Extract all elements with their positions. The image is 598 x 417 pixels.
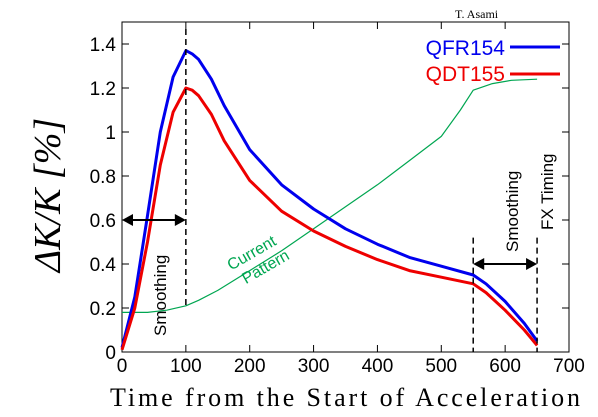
x-axis-title: Time from the Start of Acceleration <box>110 383 580 412</box>
y-tick-label: 1.2 <box>90 79 116 100</box>
x-tick-label: 500 <box>425 356 457 377</box>
current-pattern-label: Current Pattern <box>225 233 293 288</box>
series-line-qfr154 <box>120 49 539 348</box>
author-label: T. Asami <box>455 7 499 21</box>
y-tick-label: 0.2 <box>90 299 116 320</box>
y-tick-label: 0.6 <box>90 211 116 232</box>
legend-label-qfr154: QFR154 <box>426 37 506 60</box>
series-group <box>120 49 539 351</box>
x-tick-label: 100 <box>170 356 202 377</box>
y-tick-label: 1.4 <box>90 35 117 56</box>
fx-timing-label: FX Timing <box>538 153 557 230</box>
ticks <box>121 22 570 353</box>
smoothing-left-label: Smoothing <box>151 255 170 336</box>
x-tick-label: 200 <box>234 356 266 377</box>
legend-label-qdt155: QDT155 <box>426 63 505 86</box>
y-axis-title: ΔK/K [%] <box>27 118 69 274</box>
legend: QFR154 QDT155 <box>426 37 560 86</box>
y-tick-label: 1 <box>105 123 116 144</box>
smoothing-left-arrow-head-right <box>174 214 186 226</box>
x-tick-label: 400 <box>362 356 394 377</box>
y-tick-label: 0.4 <box>90 255 117 276</box>
smoothing-right-arrow-head-right <box>526 258 538 270</box>
x-tick-label: 300 <box>298 356 330 377</box>
y-tick-label: 0 <box>105 343 116 364</box>
smoothing-right-arrow-head-left <box>473 258 485 270</box>
x-tick-label: 0 <box>117 356 128 377</box>
y-tick-label: 0.8 <box>90 167 116 188</box>
series-line-qdt155 <box>120 86 539 351</box>
markers <box>122 29 538 352</box>
smoothing-right-label: Smoothing <box>503 171 522 252</box>
x-tick-label: 600 <box>489 356 521 377</box>
tick-labels: 0 100 200 300 400 500 600 700 0 0.2 0.4 0.6 0.8 1 1.2 1… <box>90 35 585 377</box>
smoothing-left-arrow-head-left <box>122 214 133 226</box>
plot-frame <box>121 21 570 353</box>
x-tick-label: 700 <box>553 356 585 377</box>
